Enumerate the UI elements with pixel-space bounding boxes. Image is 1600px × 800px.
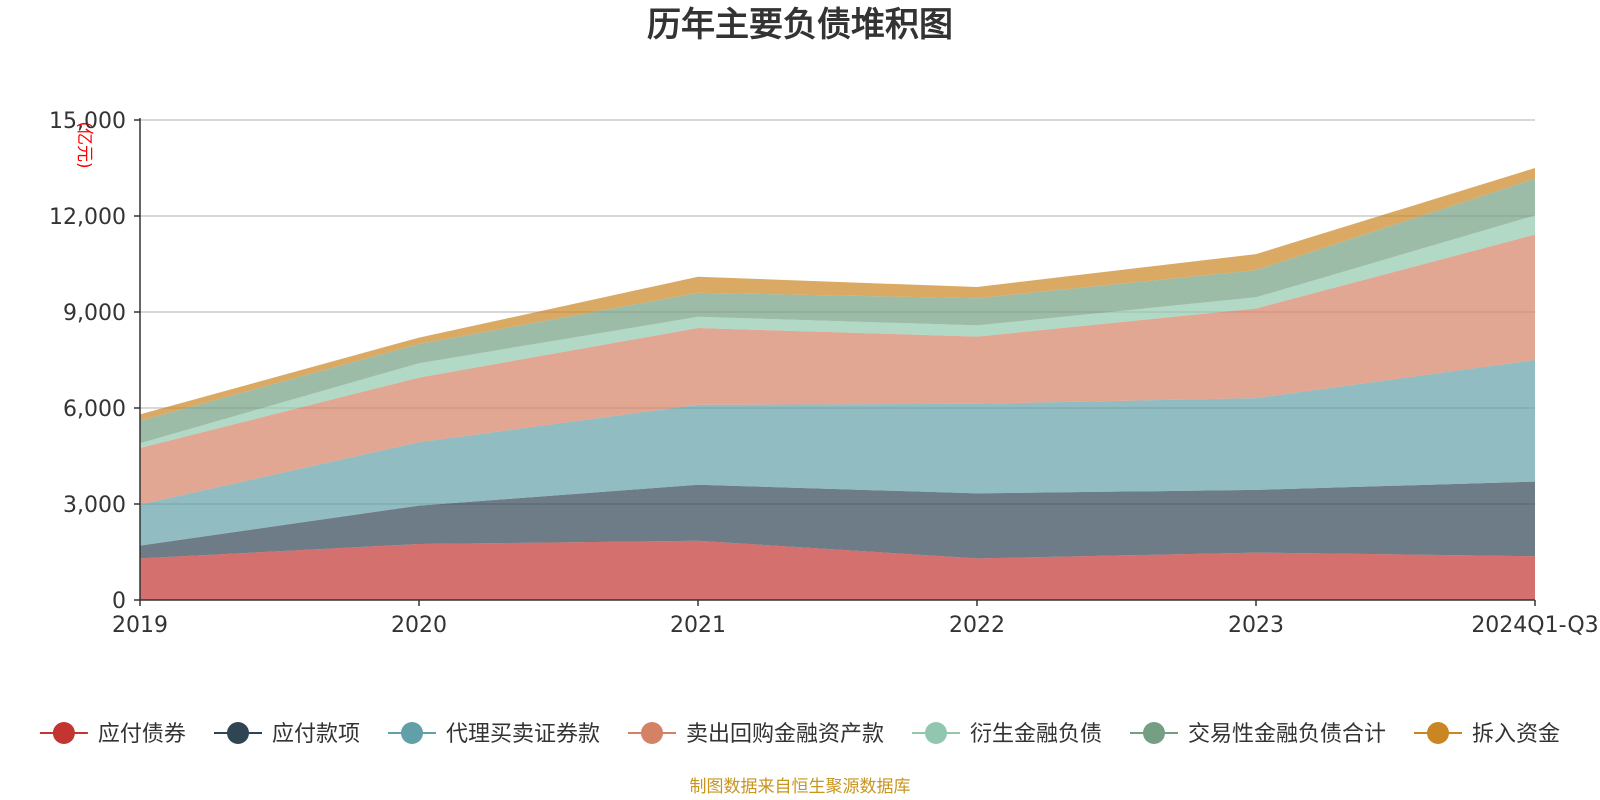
x-tick-label: 2024Q1-Q3	[1471, 613, 1598, 638]
legend-marker	[1427, 722, 1449, 744]
legend-marker	[401, 722, 423, 744]
area-series	[140, 168, 1535, 600]
y-tick-label: 0	[112, 589, 126, 614]
legend-label: 卖出回购金融资产款	[686, 722, 884, 747]
legend-label: 衍生金融负债	[970, 722, 1102, 747]
legend-marker	[925, 722, 947, 744]
y-tick-label: 15,000	[49, 109, 126, 134]
area-series-7[interactable]	[140, 168, 1535, 421]
legend-item[interactable]: 代理买卖证券款	[388, 722, 600, 747]
legend-item[interactable]: 应付款项	[214, 722, 360, 747]
legend-item[interactable]: 应付债券	[39, 722, 186, 747]
area-series-3[interactable]	[140, 360, 1535, 546]
area-series-1[interactable]	[140, 540, 1535, 600]
x-tick-label: 2020	[391, 613, 447, 638]
x-tick-label: 2023	[1228, 613, 1284, 638]
legend-label: 应付款项	[272, 722, 360, 747]
y-tick-label: 9,000	[63, 301, 126, 326]
x-tick-label: 2019	[112, 613, 168, 638]
legend-item[interactable]: 衍生金融负债	[912, 722, 1102, 747]
source-note: 制图数据来自恒生聚源数据库	[690, 777, 911, 797]
legend-item[interactable]: 交易性金融负债合计	[1130, 722, 1386, 747]
y-axis-unit: (亿元)	[74, 121, 94, 168]
legend-marker	[52, 722, 75, 744]
legend-label: 交易性金融负债合计	[1188, 722, 1386, 747]
legend: 应付债券 应付款项 代理买卖证券款 卖出回购金融资产款 衍生金融负债 交易性金融负债合计 拆…	[39, 722, 1560, 747]
y-tick-label: 3,000	[63, 493, 126, 518]
y-axis-ticks: 0 3,000 6,000 9,000 12,000 15,000	[49, 109, 140, 614]
chart-title: 历年主要负债堆积图	[647, 5, 953, 45]
legend-marker	[227, 722, 249, 744]
legend-marker	[641, 722, 663, 744]
legend-label: 代理买卖证券款	[446, 722, 600, 747]
x-tick-label: 2021	[670, 613, 726, 638]
area-series-2[interactable]	[140, 481, 1535, 559]
y-tick-label: 6,000	[63, 397, 126, 422]
legend-item[interactable]: 拆入资金	[1414, 722, 1560, 747]
area-series-5[interactable]	[140, 215, 1535, 448]
x-tick-label: 2022	[949, 613, 1005, 638]
legend-marker	[1143, 722, 1165, 744]
axes	[139, 118, 1535, 601]
area-series-6[interactable]	[140, 178, 1535, 444]
area-series-4[interactable]	[140, 234, 1535, 505]
legend-label: 拆入资金	[1472, 722, 1560, 747]
x-axis-ticks: 2019 2020 2021 2022 2023 2024Q1-Q3	[112, 600, 1599, 638]
legend-item[interactable]: 卖出回购金融资产款	[628, 722, 884, 747]
y-tick-label: 12,000	[49, 205, 126, 230]
legend-label: 应付债券	[98, 722, 186, 747]
